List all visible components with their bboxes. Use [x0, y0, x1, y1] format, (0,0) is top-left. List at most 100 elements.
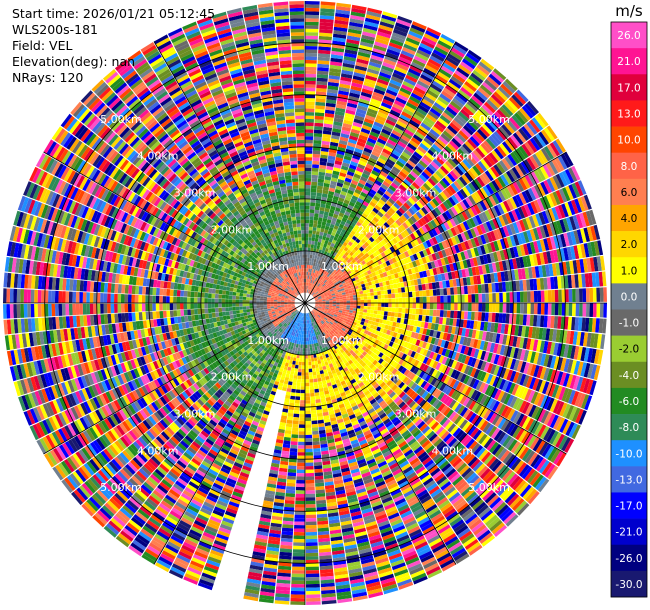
velocity-cell [491, 460, 502, 472]
velocity-cell [343, 367, 349, 372]
velocity-cell [382, 180, 391, 188]
velocity-cell [434, 473, 445, 483]
velocity-cell [453, 253, 460, 262]
velocity-cell [381, 431, 391, 439]
velocity-cell [547, 447, 558, 461]
velocity-cell [602, 318, 607, 334]
velocity-cell [428, 163, 438, 173]
velocity-cell [315, 195, 322, 200]
velocity-cell [325, 299, 330, 301]
velocity-cell [462, 221, 470, 231]
velocity-cell [570, 231, 577, 245]
velocity-cell [480, 245, 486, 255]
velocity-cell [580, 362, 587, 377]
velocity-cell [308, 233, 312, 238]
velocity-cell [368, 134, 378, 141]
velocity-cell [322, 278, 326, 283]
velocity-cell [488, 73, 502, 86]
velocity-cell [494, 501, 507, 514]
velocity-cell [403, 178, 412, 187]
velocity-cell [411, 480, 423, 490]
velocity-cell [510, 358, 517, 370]
velocity-cell [457, 527, 471, 539]
velocity-cell [319, 25, 333, 30]
velocity-cell [380, 239, 387, 246]
velocity-cell [357, 402, 364, 408]
velocity-cell [603, 287, 607, 302]
velocity-cell [377, 306, 382, 311]
velocity-cell [451, 389, 459, 399]
velocity-cell [519, 314, 524, 326]
velocity-cell [487, 494, 499, 507]
velocity-cell [468, 97, 481, 109]
velocity-cell [317, 271, 321, 276]
velocity-cell [324, 310, 328, 313]
velocity-cell [582, 258, 589, 273]
velocity-cell [332, 323, 336, 327]
velocity-cell [433, 423, 442, 433]
velocity-cell [515, 314, 520, 325]
velocity-cell [357, 274, 362, 279]
velocity-cell [448, 491, 461, 502]
velocity-cell [420, 74, 433, 83]
velocity-cell [465, 454, 476, 465]
velocity-cell [306, 278, 308, 283]
velocity-cell [351, 218, 358, 225]
velocity-cell [383, 315, 388, 320]
velocity-cell [318, 313, 322, 317]
velocity-cell [588, 272, 593, 288]
velocity-cell [366, 215, 373, 222]
velocity-cell [341, 187, 349, 193]
velocity-cell [456, 224, 464, 234]
velocity-cell [379, 208, 386, 215]
velocity-cell [533, 241, 540, 254]
velocity-cell [354, 316, 359, 320]
velocity-cell [432, 316, 437, 324]
velocity-cell [372, 48, 386, 55]
velocity-cell [466, 276, 471, 286]
velocity-cell [555, 190, 564, 204]
velocity-cell [398, 56, 412, 65]
velocity-cell [361, 340, 367, 346]
velocity-cell [327, 256, 331, 261]
velocity-cell [320, 325, 324, 330]
velocity-cell [414, 131, 425, 140]
velocity-cell [451, 351, 457, 360]
velocity-cell [517, 386, 526, 399]
velocity-cell [413, 213, 420, 221]
velocity-cell [415, 190, 424, 198]
velocity-cell [476, 246, 483, 256]
velocity-cell [515, 147, 526, 161]
velocity-cell [560, 233, 567, 248]
velocity-cell [431, 245, 438, 253]
velocity-cell [393, 146, 403, 155]
velocity-cell [335, 285, 340, 289]
velocity-cell [579, 259, 585, 273]
velocity-cell [524, 267, 530, 279]
velocity-cell [438, 317, 444, 325]
velocity-cell [330, 277, 335, 281]
velocity-cell [516, 233, 523, 245]
velocity-cell [462, 408, 471, 419]
velocity-cell [453, 522, 467, 533]
velocity-cell [305, 282, 308, 286]
velocity-cell [364, 21, 379, 28]
velocity-cell [380, 290, 385, 295]
velocity-cell [506, 292, 510, 303]
velocity-cell [423, 414, 432, 423]
velocity-cell [352, 313, 356, 317]
velocity-cell [315, 300, 319, 302]
velocity-cell [560, 357, 567, 372]
velocity-cell [476, 339, 482, 350]
velocity-cell [531, 117, 544, 131]
velocity-cell [419, 296, 424, 303]
velocity-cell [309, 209, 315, 214]
velocity-cell [416, 346, 422, 354]
velocity-cell [377, 211, 384, 218]
velocity-cell [373, 291, 378, 296]
velocity-cell [309, 347, 313, 352]
velocity-cell [493, 429, 504, 442]
velocity-cell [369, 173, 378, 180]
velocity-cell [322, 300, 326, 302]
velocity-cell [408, 197, 416, 205]
